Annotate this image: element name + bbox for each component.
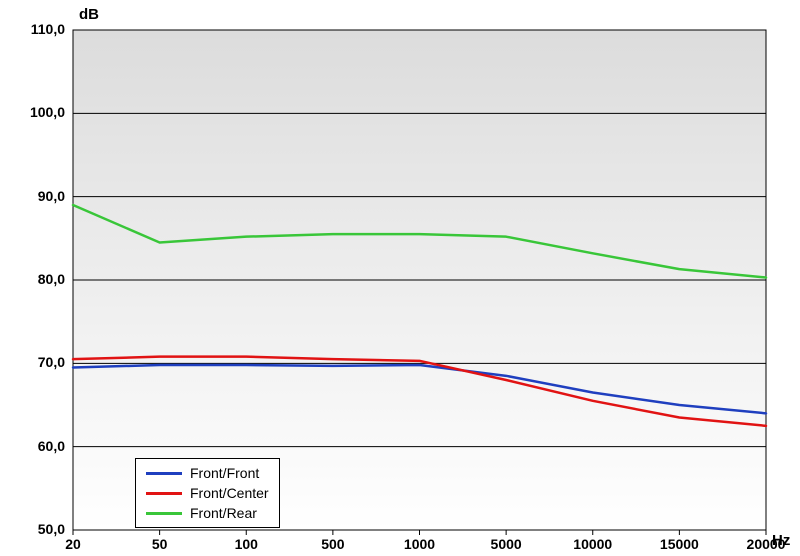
legend-swatch (146, 492, 182, 495)
x-tick-label: 5000 (491, 536, 522, 552)
legend-label: Front/Rear (190, 505, 257, 521)
legend-swatch (146, 512, 182, 515)
y-tick-label: 50,0 (15, 521, 65, 537)
y-tick-label: 60,0 (15, 438, 65, 454)
y-tick-label: 80,0 (15, 271, 65, 287)
y-tick-label: 70,0 (15, 354, 65, 370)
legend: Front/Front Front/Center Front/Rear (135, 458, 280, 528)
legend-item: Front/Front (146, 463, 269, 483)
chart-svg (0, 0, 800, 556)
legend-label: Front/Front (190, 465, 259, 481)
y-tick-label: 90,0 (15, 188, 65, 204)
legend-swatch (146, 472, 182, 475)
x-tick-label: 10000 (573, 536, 612, 552)
x-tick-label: 500 (321, 536, 344, 552)
chart-container: dBHz50,060,070,080,090,0100,0110,0205010… (0, 0, 800, 556)
x-tick-label: 1000 (404, 536, 435, 552)
legend-item: Front/Center (146, 483, 269, 503)
legend-label: Front/Center (190, 485, 269, 501)
legend-item: Front/Rear (146, 503, 269, 523)
x-tick-label: 100 (235, 536, 258, 552)
x-tick-label: 20 (65, 536, 81, 552)
x-tick-label: 15000 (660, 536, 699, 552)
x-tick-label: 20000 (747, 536, 786, 552)
y-tick-label: 110,0 (15, 21, 65, 37)
x-tick-label: 50 (152, 536, 168, 552)
y-tick-label: 100,0 (15, 104, 65, 120)
y-axis-title: dB (79, 6, 99, 23)
